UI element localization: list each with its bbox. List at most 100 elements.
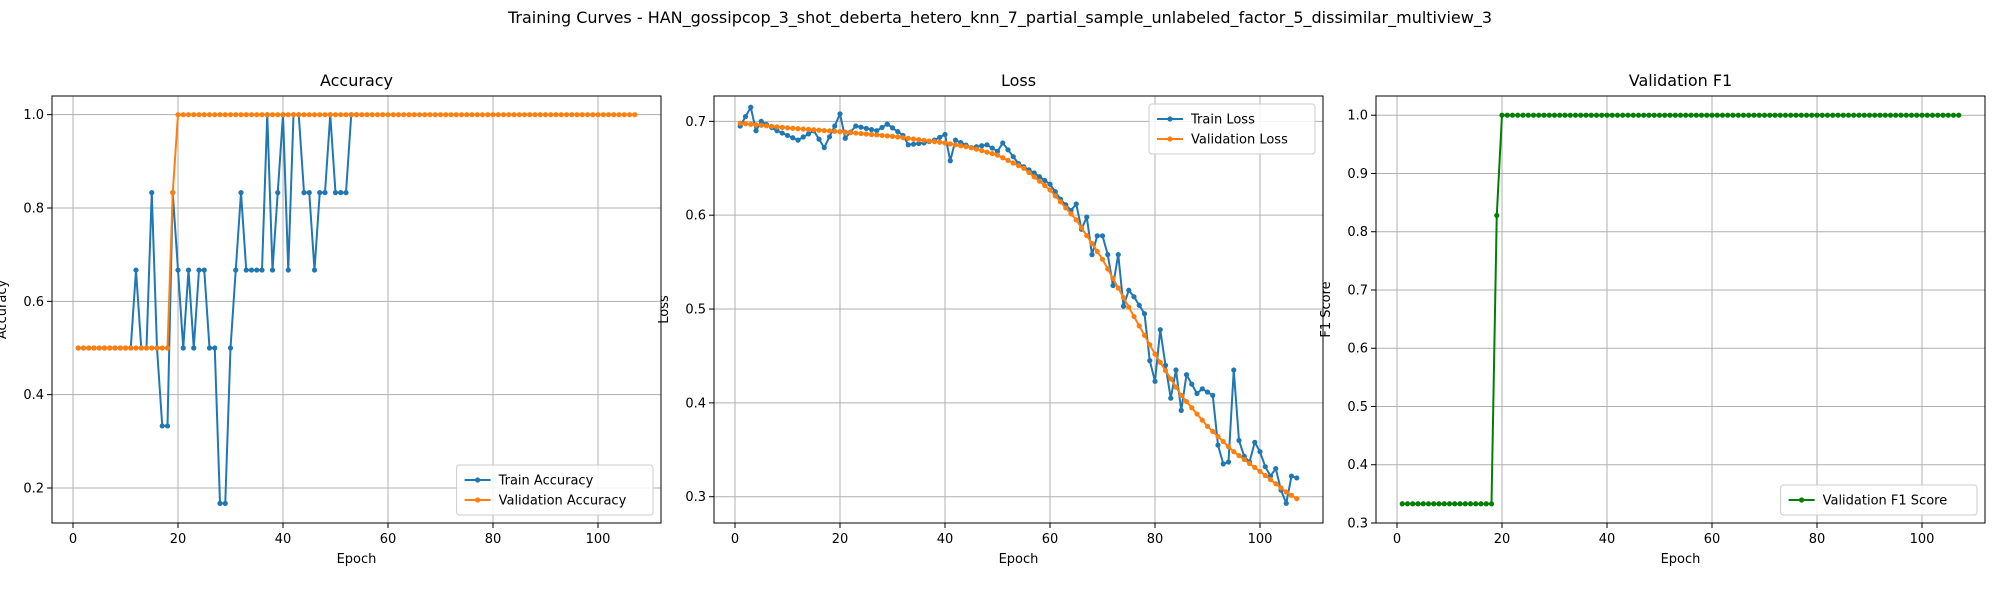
data-point	[1704, 112, 1710, 118]
data-point	[154, 345, 160, 351]
data-point	[895, 129, 901, 135]
data-point	[758, 122, 764, 128]
data-point	[1609, 112, 1615, 118]
y-tick-label: 0.6	[1347, 342, 1368, 357]
data-point	[584, 112, 591, 118]
data-point	[485, 112, 491, 118]
series-2	[737, 120, 1300, 502]
data-point	[884, 133, 890, 139]
data-point	[742, 121, 749, 127]
data-point	[1157, 327, 1163, 333]
series-1	[1399, 112, 1962, 507]
data-point	[516, 112, 522, 118]
data-point	[837, 111, 843, 117]
data-point	[858, 130, 864, 137]
data-point	[217, 500, 223, 506]
chart-title: Accuracy	[320, 71, 393, 90]
y-tick-label: 0.4	[23, 388, 44, 403]
data-point	[1126, 287, 1132, 293]
data-point	[1257, 449, 1263, 455]
data-point	[879, 124, 885, 131]
data-point	[1919, 112, 1925, 118]
data-point	[1005, 147, 1011, 153]
data-point	[1420, 501, 1426, 507]
data-point	[989, 151, 995, 157]
data-point	[301, 190, 307, 196]
axes-frame	[1375, 95, 1986, 524]
data-point	[1273, 481, 1279, 487]
data-point	[947, 141, 953, 147]
data-point	[1882, 112, 1888, 118]
data-point	[1599, 112, 1605, 118]
data-point	[422, 112, 428, 118]
data-point	[80, 345, 87, 351]
data-point	[1042, 177, 1048, 184]
data-point	[1425, 501, 1432, 507]
data-point	[1530, 112, 1537, 118]
data-point	[1914, 112, 1920, 118]
data-point	[590, 112, 596, 118]
data-point	[816, 136, 822, 142]
data-point	[490, 112, 496, 118]
data-point	[1877, 112, 1883, 118]
data-point	[1288, 473, 1295, 479]
data-point	[1010, 154, 1016, 160]
data-point	[1252, 464, 1258, 471]
data-point	[1767, 112, 1773, 118]
data-point	[117, 345, 123, 351]
data-point	[96, 345, 102, 351]
data-point	[1646, 112, 1652, 118]
data-point	[248, 112, 255, 118]
y-tick-label: 0.6	[23, 295, 44, 310]
data-point	[1536, 112, 1542, 118]
data-point	[1173, 384, 1179, 390]
data-point	[1835, 112, 1841, 118]
data-point	[227, 112, 234, 118]
data-point	[1908, 112, 1915, 118]
x-tick-label: 20	[832, 532, 849, 547]
data-point	[432, 112, 438, 118]
data-point	[1861, 112, 1867, 118]
data-point	[180, 345, 186, 351]
y-axis-label: Loss	[657, 295, 672, 324]
data-point	[1483, 501, 1489, 507]
data-point	[1772, 112, 1778, 118]
data-point	[527, 112, 533, 118]
data-point	[742, 114, 749, 120]
data-point	[926, 138, 932, 144]
data-point	[984, 142, 990, 148]
data-point	[1473, 501, 1479, 507]
x-tick-label: 60	[380, 532, 397, 547]
data-point	[947, 158, 953, 164]
data-point	[1225, 459, 1232, 465]
data-point	[133, 267, 139, 273]
x-tick-label: 100	[586, 532, 611, 547]
data-point	[1950, 112, 1957, 118]
data-point	[868, 126, 875, 133]
data-point	[474, 112, 480, 118]
x-tick-label: 100	[1248, 532, 1273, 547]
data-point	[1404, 501, 1411, 507]
data-point	[879, 132, 885, 139]
data-point	[1036, 174, 1043, 180]
data-point	[1709, 112, 1715, 118]
legend: Validation F1 Score	[1780, 484, 1978, 516]
axes-frame	[713, 95, 1324, 524]
data-point	[395, 112, 402, 118]
data-point	[1693, 112, 1699, 118]
data-point	[1073, 217, 1079, 223]
data-point	[196, 112, 202, 118]
data-point	[1199, 417, 1205, 423]
data-point	[1288, 492, 1295, 498]
data-point	[863, 131, 869, 137]
data-point	[1940, 112, 1946, 118]
data-point	[994, 152, 1001, 158]
data-point	[1021, 165, 1027, 171]
data-point	[521, 112, 528, 118]
data-point	[937, 134, 943, 140]
data-point	[1945, 112, 1951, 118]
data-point	[495, 112, 501, 118]
data-point	[1178, 407, 1184, 413]
data-point	[1152, 351, 1158, 357]
